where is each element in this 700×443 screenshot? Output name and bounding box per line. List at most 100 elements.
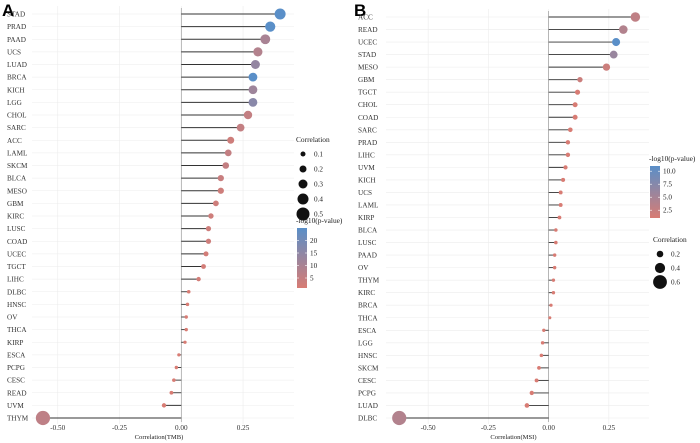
panel-b-dot-uvm (563, 165, 568, 170)
panel-a-dot-uvm (161, 403, 167, 408)
panel-b-category-dlbc: DLBC (358, 415, 377, 423)
panel-a-dot-read (169, 390, 174, 395)
panel-b-dot-lusc (554, 240, 558, 245)
panel-b-category-labels: ACC READ UCEC STAD MESO GBM TGCT CHOL COAD SARC PR… (358, 14, 380, 423)
panel-a-dot-kirp (183, 340, 187, 344)
panel-b-dot-skcm (537, 366, 541, 370)
panel-a-x-ticks: -0.50 -0.25 0.00 0.25 (50, 424, 249, 432)
panel-a-dot-brca (248, 72, 258, 82)
panel-a-category-kich: KICH (7, 86, 25, 94)
panel-a-category-chol: CHOL (7, 112, 27, 120)
panel-a-dot-coad (205, 238, 212, 244)
panel-a-category-prad: PRAD (7, 23, 26, 31)
panel-b-category-uvm: UVM (358, 164, 375, 172)
panel-a-dot-thca (184, 327, 188, 332)
panel-a-category-skcm: SKCM (7, 162, 28, 170)
panel-b-dot-ucec (612, 38, 621, 47)
panel-a-color-legend-label-1: 15 (310, 250, 318, 258)
panel-b-x-ticks: -0.50 -0.25 0.00 0.25 (421, 424, 616, 432)
panel-a-x-tick-3: 0.25 (237, 424, 250, 432)
panel-a-letter: A (2, 1, 14, 20)
panel-a-category-ucec: UCEC (7, 250, 26, 258)
panel-b-size-legend-dot-1 (654, 262, 666, 274)
panel-b-dot-hnsc (539, 353, 544, 358)
panel-a-dot-thym (35, 410, 51, 426)
panel-b-category-ov: OV (358, 264, 369, 272)
panel-b-dot-cesc (534, 378, 539, 383)
panel-a-size-legend-dot-2 (298, 179, 308, 189)
panel-b-x-tick-3: 0.25 (603, 424, 616, 432)
panel-b-dot-thym (551, 278, 556, 282)
panel-b-dot-pcpg (529, 390, 534, 396)
panel-a-dot-cesc (172, 378, 176, 382)
panel-a-category-paad: PAAD (7, 36, 26, 44)
panel-a-category-lgg: LGG (7, 99, 22, 107)
panel-a-dot-laml (224, 149, 232, 157)
panel-a-size-legend: Correlation 0.1 0.2 0.3 0.4 0.5 (296, 135, 330, 221)
panel-a-category-coad: COAD (7, 238, 27, 246)
panel-a-x-tick-2: 0.00 (175, 424, 188, 432)
panel-b-dot-kirp (557, 215, 562, 220)
panel-b-category-esca: ESCA (358, 327, 377, 335)
panel-a-category-meso: MESO (7, 187, 27, 195)
panel-b: B ACC READ UCEC STAD MESO GBM TGCT CHOL COAD SARC… (354, 1, 696, 441)
panel-a-dot-lusc (205, 226, 212, 232)
panel-a-dot-lgg (248, 97, 258, 107)
panel-a-color-legend: -log10(p-value) 20 15 10 5 (296, 216, 343, 288)
panel-b-category-chol: CHOL (358, 101, 378, 109)
panel-a-category-ov: OV (7, 314, 18, 322)
panel-b-dot-chol (572, 102, 578, 108)
panel-b-sticks (399, 16, 636, 419)
panel-a-size-legend-label-2: 0.3 (314, 181, 323, 189)
panel-b-category-blca: BLCA (358, 227, 378, 235)
panel-a-dot-kirc (208, 213, 214, 219)
panel-b-category-kich: KICH (358, 176, 376, 184)
panel-a-category-kirc: KIRC (7, 213, 24, 221)
panel-b-dot-stad (609, 50, 618, 59)
panel-a-category-hnsc: HNSC (7, 301, 26, 309)
panel-a-dot-paad (260, 34, 271, 45)
panel-a-dot-tgct (201, 264, 206, 269)
panel-b-dot-sarc (567, 127, 573, 133)
panel-a-category-sarc: SARC (7, 124, 26, 132)
panel-a-size-legend-label-1: 0.2 (314, 166, 323, 174)
panel-a-category-thca: THCA (7, 326, 27, 334)
panel-a-category-laml: LAML (7, 149, 27, 157)
panel-b-category-ucs: UCS (358, 189, 372, 197)
panel-a-dot-hnsc (185, 302, 190, 307)
panel-a-category-labels: STAD PRAD PAAD UCS LUAD BRCA KICH LGG CHOL SARC AC… (7, 11, 29, 423)
panel-b-category-stad: STAD (358, 51, 376, 59)
panel-b-category-paad: PAAD (358, 252, 377, 260)
panel-a-sticks (42, 13, 281, 419)
panel-b-category-gbm: GBM (358, 76, 375, 84)
panel-a-category-gbm: GBM (7, 200, 24, 208)
panel-a-color-legend-label-0: 20 (310, 237, 318, 245)
panel-b-dot-paad (552, 253, 557, 257)
panel-b-category-read: READ (358, 26, 378, 34)
panel-b-color-legend-label-2: 5.0 (663, 194, 672, 202)
panel-a-dot-meso (217, 187, 224, 194)
panel-b-color-legend-bar (650, 166, 660, 218)
panel-a-dot-prad (265, 21, 276, 32)
panel-b-dot-luad (524, 403, 530, 408)
panel-b-size-legend-dot-2 (653, 275, 667, 289)
panel-a-category-acc: ACC (7, 137, 22, 145)
panel-b-size-legend-label-2: 0.6 (671, 279, 680, 287)
panel-b-color-legend-label-1: 7.5 (663, 181, 672, 189)
panel-a-size-legend-dot-3 (297, 193, 309, 205)
panel-b-dot-coad (572, 114, 578, 120)
panel-b-size-legend-title: Correlation (653, 235, 687, 244)
panel-a-color-legend-title: -log10(p-value) (296, 216, 343, 225)
panel-a-category-thym: THYM (7, 415, 29, 423)
panel-b-category-acc: ACC (358, 14, 373, 22)
panel-b-dot-ucs (558, 190, 563, 195)
panel-b-category-pcpg: PCPG (358, 389, 376, 397)
panel-a-dot-ov (184, 315, 188, 319)
panel-a-dot-chol (243, 110, 253, 120)
panel-a-dot-pcpg (174, 365, 179, 370)
panel-b-category-brca: BRCA (358, 302, 378, 310)
panel-a-size-legend-label-3: 0.4 (314, 196, 323, 204)
panel-b-grid (386, 9, 649, 424)
panel-a-dot-esca (177, 353, 181, 357)
panel-b-dot-thca (548, 316, 552, 320)
